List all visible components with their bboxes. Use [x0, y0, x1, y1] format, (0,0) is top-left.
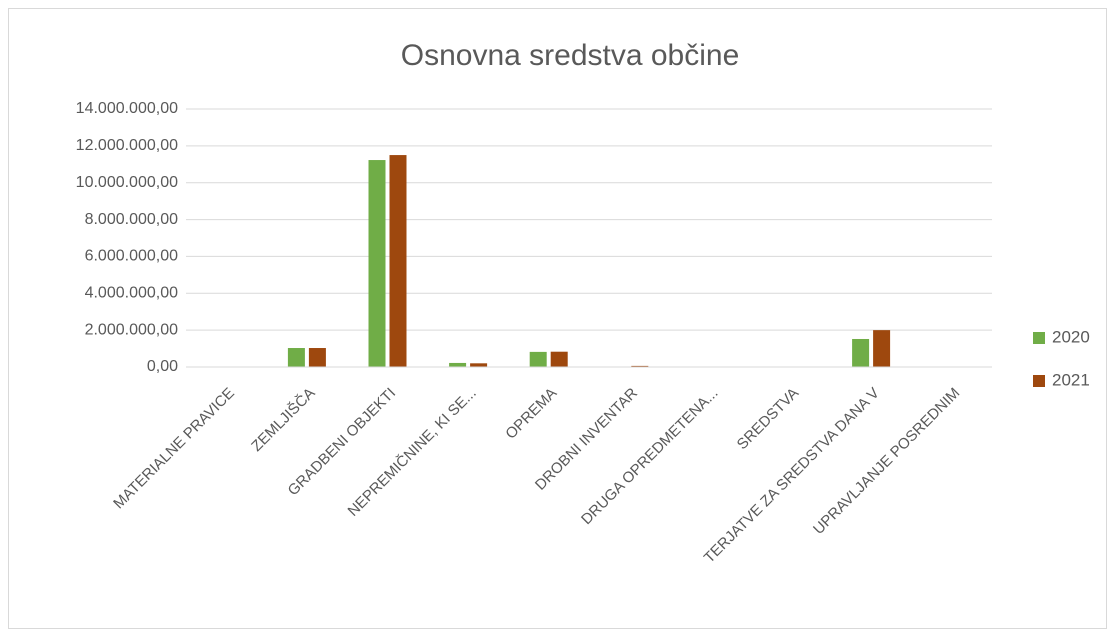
chart-title: Osnovna sredstva občine: [401, 39, 740, 72]
legend-swatch: [1033, 332, 1045, 344]
bar: [470, 363, 488, 367]
bar: [389, 155, 407, 367]
y-tick-label: 2.000.000,00: [85, 321, 179, 338]
bar: [287, 348, 305, 367]
bar: [631, 365, 649, 367]
bar: [529, 351, 547, 367]
chart-border: [8, 8, 1107, 629]
y-tick-label: 8.000.000,00: [85, 211, 179, 228]
legend-label: 2020: [1052, 327, 1090, 346]
legend-swatch: [1033, 375, 1045, 387]
y-tick-label: 12.000.000,00: [76, 137, 178, 154]
bar: [852, 338, 870, 367]
bar: [873, 330, 891, 367]
legend-label: 2021: [1052, 370, 1090, 389]
y-tick-label: 6.000.000,00: [85, 248, 179, 265]
bar: [308, 348, 326, 367]
y-tick-label: 4.000.000,00: [85, 285, 179, 302]
y-tick-label: 10.000.000,00: [76, 174, 178, 191]
y-tick-label: 0,00: [147, 358, 178, 375]
bar: [368, 160, 386, 367]
bar: [449, 362, 467, 367]
y-tick-label: 14.000.000,00: [76, 100, 178, 117]
bar: [550, 351, 568, 367]
